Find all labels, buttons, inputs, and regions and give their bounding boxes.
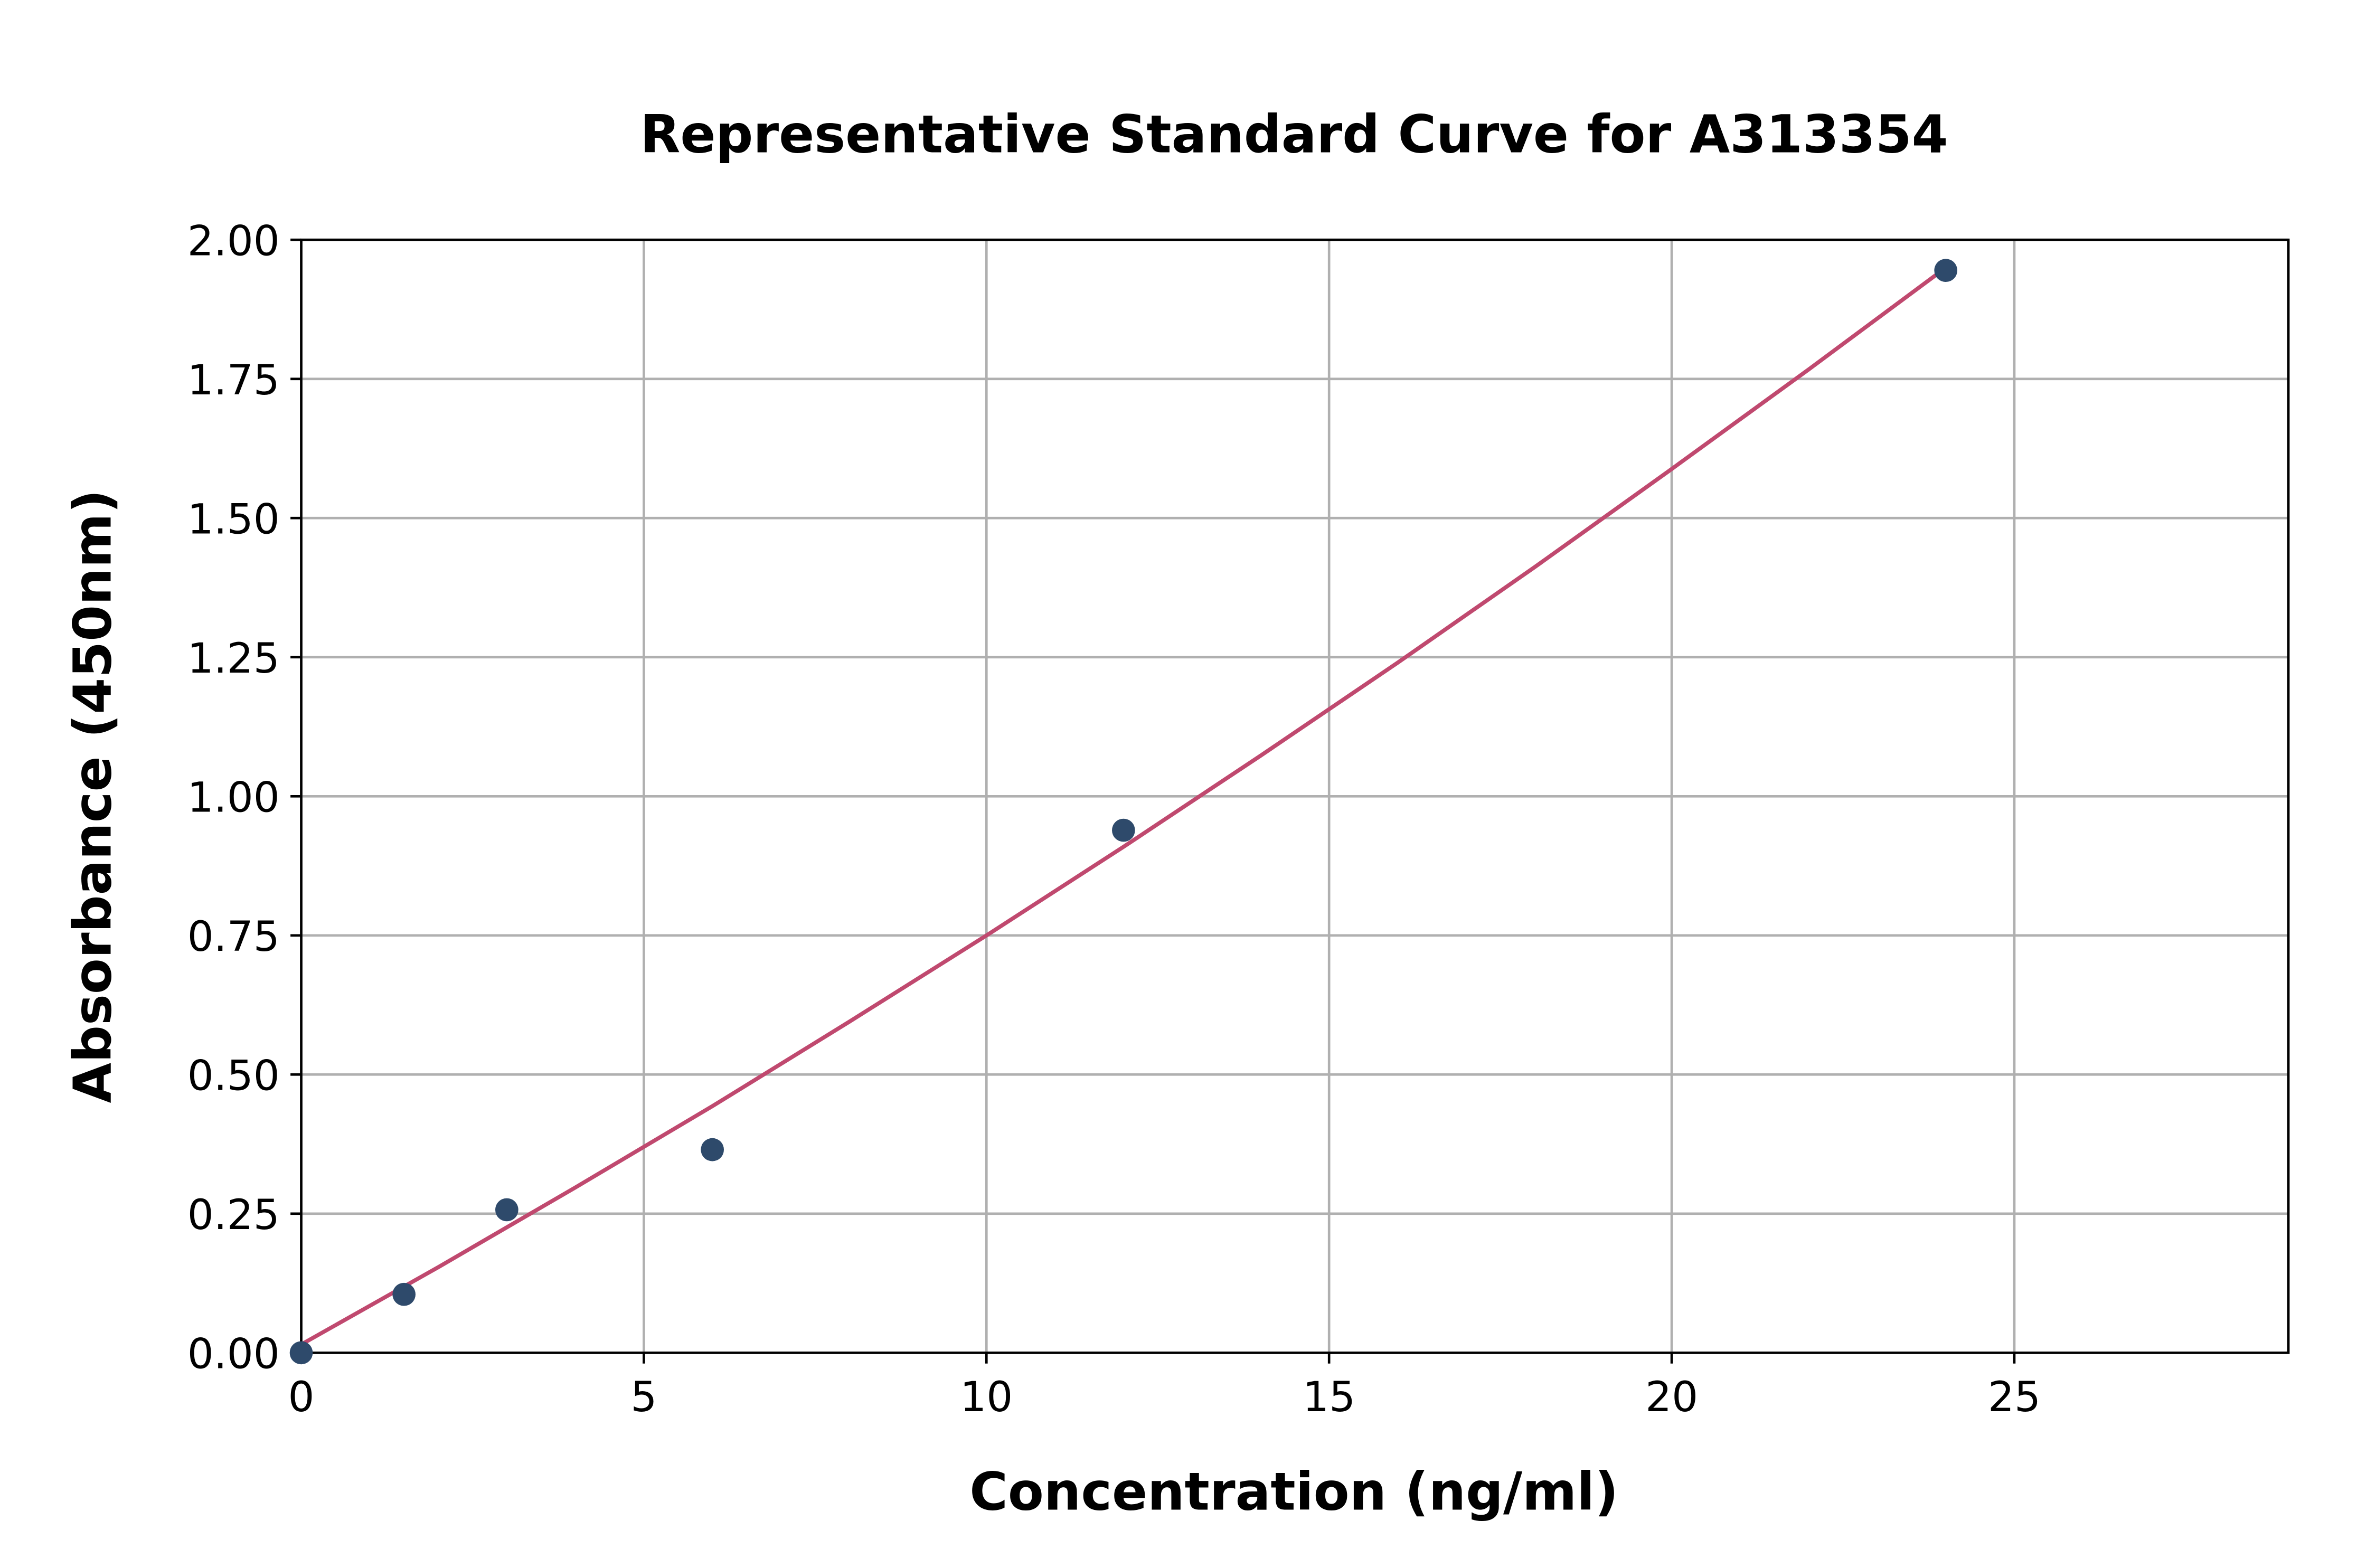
y-tick-label: 0.00 [187,1329,280,1378]
fit-curve [300,266,1947,1346]
data-points [289,259,1958,1365]
chart-title: Representative Standard Curve for A31335… [640,104,1948,165]
y-tick-label: 1.50 [187,495,280,543]
y-tick-label: 1.25 [187,634,280,683]
x-tick-label: 0 [288,1373,315,1421]
x-axis-label: Concentration (ng/ml) [969,1461,1618,1522]
y-axis-label: Absorbance (450nm) [63,489,124,1103]
data-point [495,1198,518,1222]
y-tick-label: 0.25 [187,1191,280,1239]
y-tick-label: 0.75 [187,912,280,961]
data-point [1934,259,1958,282]
y-tick-label: 2.00 [187,216,280,265]
x-tick-label: 15 [1303,1373,1355,1421]
data-point [392,1282,416,1306]
data-point [289,1341,313,1365]
data-point [701,1138,724,1161]
x-tick-label: 10 [960,1373,1013,1421]
x-tick-label: 5 [630,1373,657,1421]
x-tick-label: 25 [1988,1373,2041,1421]
y-tick-label: 1.75 [187,356,280,404]
x-tick-label: 20 [1645,1373,1698,1421]
y-tick-label: 0.50 [187,1051,280,1100]
y-tick-label: 1.00 [187,773,280,821]
grid-lines [300,238,2289,1354]
data-point [1112,818,1135,842]
axis-ticks: 0 5 10 15 20 25 0.00 0.25 0.50 0.75 1.00 1.25 1.50 1.… [187,216,2041,1421]
